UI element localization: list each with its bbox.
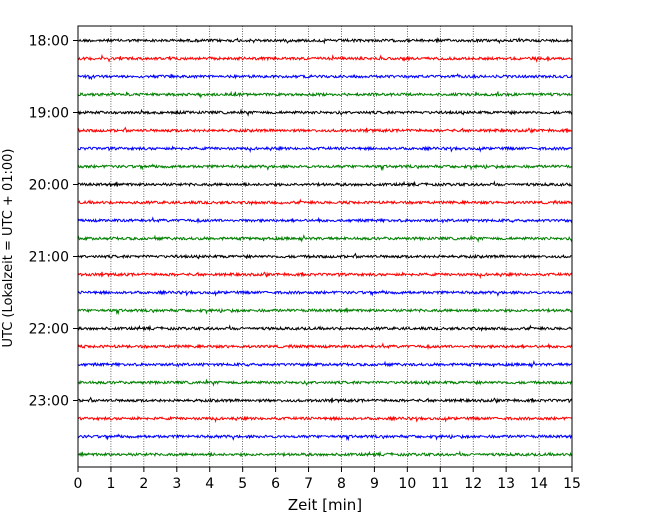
y-tick-label: 21:00 [29, 250, 69, 266]
trace-line [77, 145, 573, 154]
trace-line [77, 36, 572, 45]
trace-line [77, 90, 573, 99]
trace-line [77, 271, 573, 280]
trace-line [77, 360, 573, 369]
y-tick-label: 20:00 [29, 178, 69, 194]
trace-line [77, 433, 573, 442]
x-tick-label: 4 [205, 476, 214, 492]
y-tick-label: 22:00 [29, 322, 69, 338]
y-tick-label: 19:00 [29, 106, 69, 122]
x-tick-label: 2 [139, 476, 148, 492]
trace-line [77, 198, 573, 206]
y-tick-label: 23:00 [29, 394, 69, 410]
x-tick-label: 8 [337, 476, 346, 492]
vertical-grid [110, 26, 540, 467]
x-axis-label: Zeit [min] [288, 496, 362, 514]
plot-frame [77, 25, 573, 468]
trace-line [77, 396, 573, 404]
x-tick-label: 5 [238, 476, 247, 492]
x-tick-label: 15 [563, 476, 581, 492]
trace-line [77, 342, 573, 351]
y-tick-label: 18:00 [29, 34, 69, 50]
y-axis: 18:00 19:00 20:00 21:00 22:00 23:00 [29, 34, 78, 410]
trace-line [77, 378, 573, 387]
y-axis-label: UTC (Lokalzeit = UTC + 01:00) [1, 149, 16, 348]
trace-line [77, 163, 573, 172]
x-tick-label: 11 [431, 476, 449, 492]
x-tick-label: 3 [172, 476, 181, 492]
trace-line [77, 234, 573, 243]
x-tick-label: 0 [74, 476, 83, 492]
trace-line [77, 108, 573, 117]
x-tick-label: 7 [304, 476, 313, 492]
x-tick-label: 6 [271, 476, 280, 492]
trace-line [77, 73, 573, 81]
traces [77, 36, 573, 458]
trace-line [77, 450, 573, 458]
x-tick-label: 12 [464, 476, 482, 492]
x-tick-label: 13 [497, 476, 515, 492]
trace-line [77, 289, 573, 297]
trace-line [77, 415, 573, 424]
x-tick-label: 10 [398, 476, 416, 492]
x-tick-label: 9 [370, 476, 379, 492]
trace-line [77, 53, 573, 63]
x-tick-label: 1 [106, 476, 115, 492]
x-axis: 0 1 2 3 4 5 6 7 8 9 10 11 12 13 14 15 [74, 467, 581, 492]
trace-line [77, 324, 573, 332]
x-tick-label: 14 [530, 476, 548, 492]
trace-line [77, 307, 573, 316]
trace-line [77, 216, 573, 225]
trace-line [77, 126, 573, 134]
trace-line [77, 252, 573, 260]
trace-line [77, 180, 573, 188]
